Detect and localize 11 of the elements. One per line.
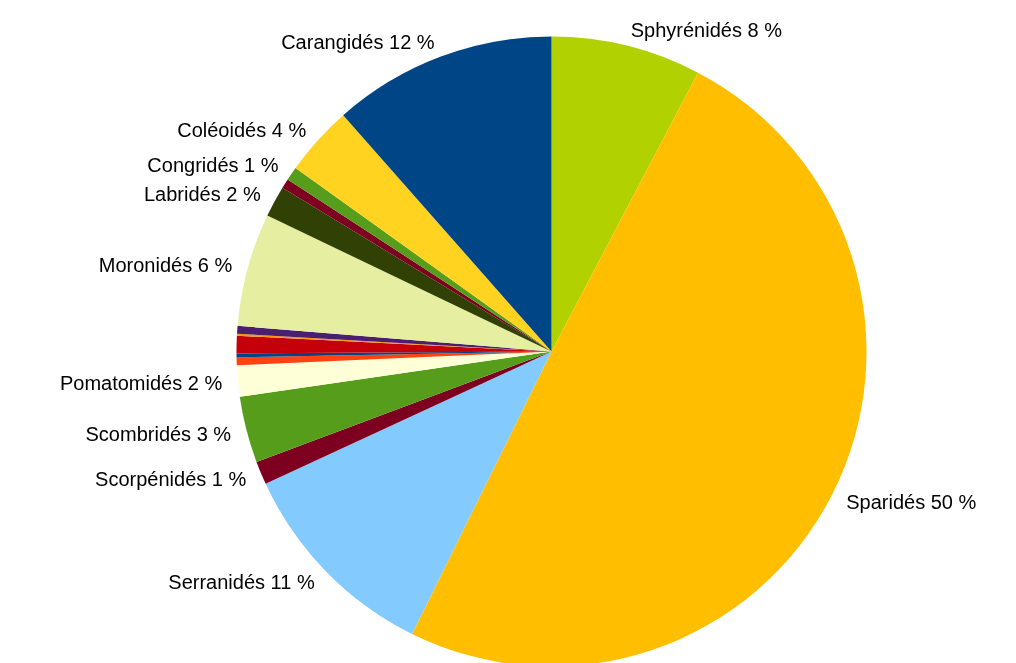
slice-label: Carangidés 12 % (281, 31, 435, 54)
slice-label: Coléoidés 4 % (177, 118, 307, 141)
slice-label: Scorpénidés 1 % (95, 468, 247, 491)
slice-label: Pomatomidés 2 % (59, 371, 223, 394)
slice-label: Moronidés 6 % (98, 254, 233, 277)
slice-label: Sparidés 50 % (846, 490, 977, 513)
slice-label: Scombridés 3 % (85, 422, 232, 445)
slice-label: Sphyrénidés 8 % (630, 19, 783, 42)
slice-label: Labridés 2 % (143, 182, 261, 205)
slice-label: Serranidés 11 % (168, 571, 315, 594)
slice-label: Congridés 1 % (147, 153, 279, 176)
